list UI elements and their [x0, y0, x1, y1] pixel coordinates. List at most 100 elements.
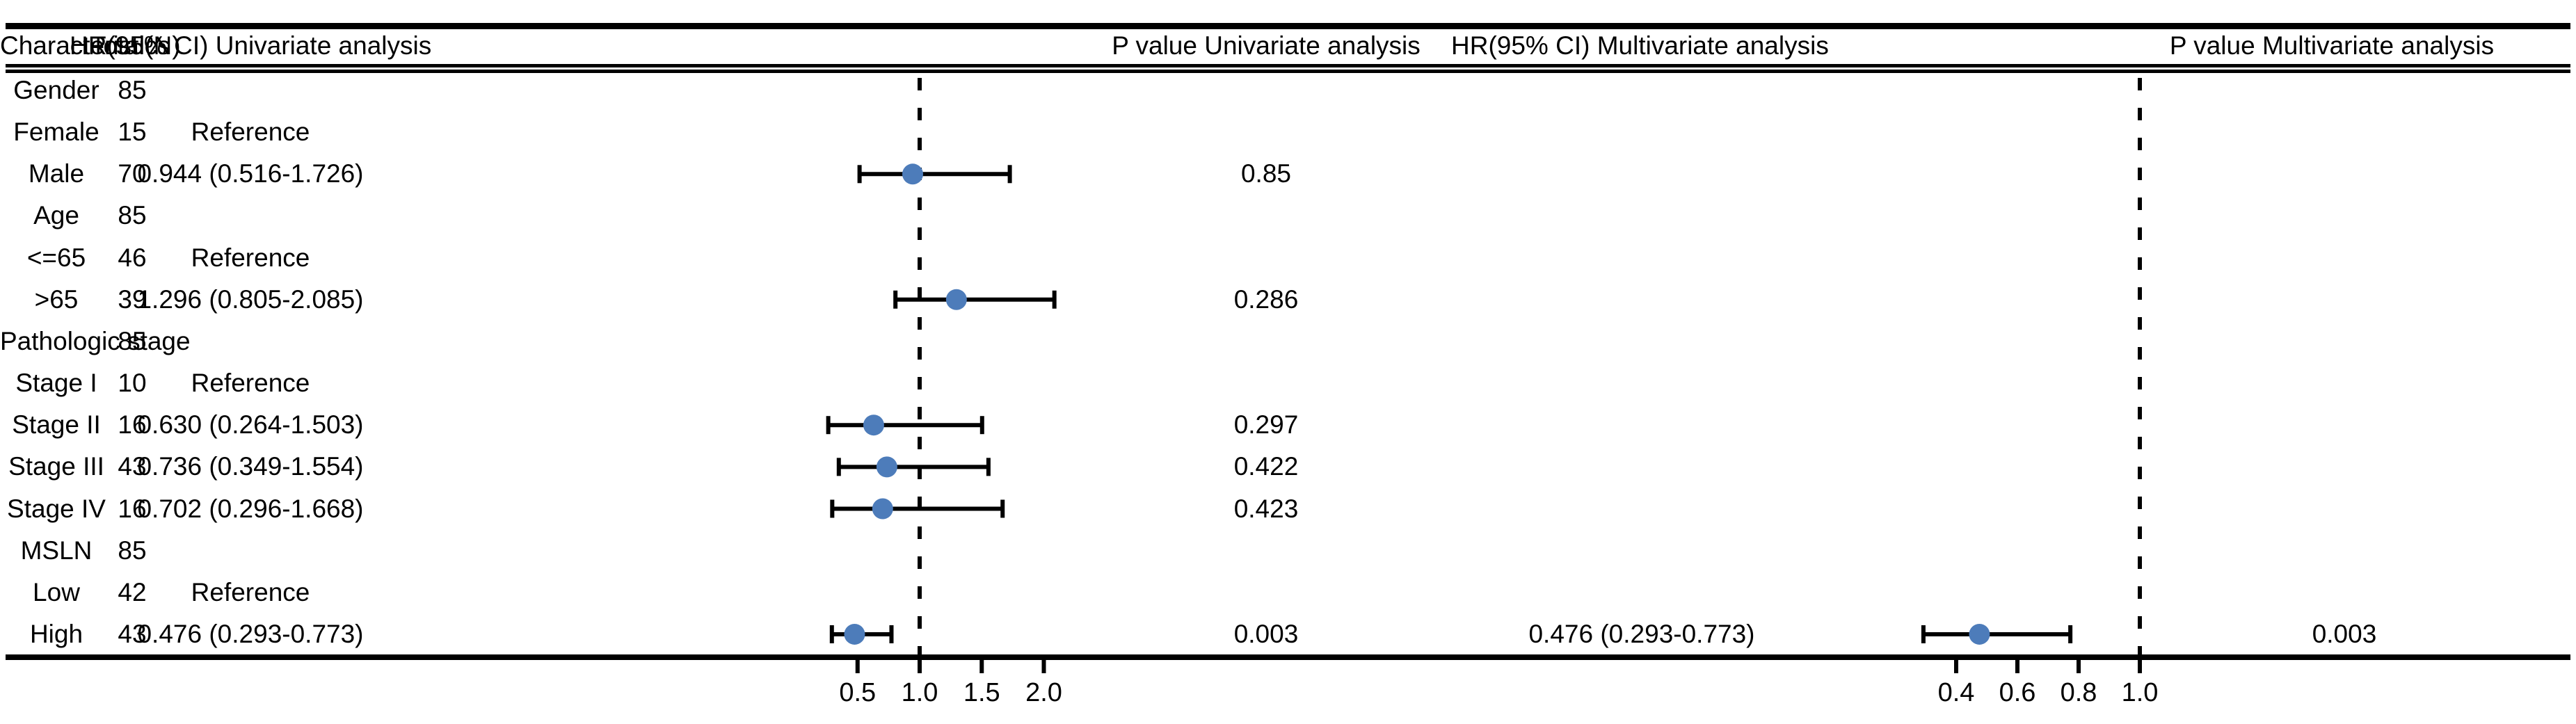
- hr-point-marker-uni: [872, 498, 893, 520]
- row-p-univariate: 0.422: [1233, 452, 1299, 481]
- row-p-univariate: [1160, 195, 1372, 236]
- row-p-univariate: [1160, 111, 1372, 153]
- row-p-univariate: [1160, 362, 1372, 404]
- hr-point-marker-uni: [844, 623, 865, 645]
- row-hr-multivariate-text: [1433, 404, 1850, 446]
- row-total-n: 85: [118, 326, 147, 355]
- row-characteristic-label: Age: [33, 201, 79, 230]
- row-hr-multivariate-text: [1433, 572, 1850, 613]
- row-characteristic-label: <=65: [26, 243, 86, 272]
- hr-point-marker-uni: [876, 456, 897, 478]
- row-p-multivariate: [2239, 572, 2450, 613]
- row-total-n: 16: [118, 494, 147, 523]
- axis-tick-label-multivariate: 0.4: [1938, 678, 1975, 707]
- column-header-p-univariate: P value Univariate analysis: [1112, 31, 1421, 60]
- column-header-p-multivariate: P value Multivariate analysis: [2169, 31, 2495, 60]
- row-hr-multivariate-text: [1433, 362, 1850, 404]
- table-row: <=65 46 Reference: [0, 237, 2576, 279]
- row-hr-univariate-text: [70, 195, 431, 236]
- column-header-hr-univariate: HR(95% CI) Univariate analysis: [70, 31, 432, 60]
- table-row: Male 70 0.944 (0.516-1.726) 0.85: [0, 153, 2576, 195]
- row-p-multivariate: [2239, 279, 2450, 321]
- row-p-multivariate: [2239, 237, 2450, 279]
- row-hr-univariate-text: Reference: [191, 118, 310, 147]
- row-characteristic-label: Stage II: [12, 410, 101, 440]
- axis-tick-label-univariate: 0.5: [839, 678, 876, 707]
- table-row: MSLN 85: [0, 530, 2576, 572]
- row-hr-univariate-text: 0.476 (0.293-0.773): [137, 619, 364, 648]
- table-row: >65 39 1.296 (0.805-2.085) 0.286: [0, 279, 2576, 321]
- row-total-n: 39: [118, 284, 147, 314]
- row-p-univariate: 0.85: [1240, 159, 1291, 188]
- axis-baseline-rule: [6, 654, 2570, 660]
- row-p-univariate: 0.003: [1233, 619, 1299, 648]
- row-p-univariate: 0.297: [1233, 410, 1299, 440]
- row-hr-univariate-text: 0.630 (0.264-1.503): [137, 410, 364, 440]
- table-row: Stage II 16 0.630 (0.264-1.503) 0.297: [0, 404, 2576, 446]
- row-hr-multivariate-text: [1433, 237, 1850, 279]
- row-total-n: 43: [118, 619, 147, 648]
- row-hr-multivariate-text: [1433, 70, 1850, 111]
- row-hr-multivariate-text: [1433, 279, 1850, 321]
- column-header-total: Total(N): [90, 31, 181, 60]
- row-total-n: 70: [118, 159, 147, 188]
- axis-tick-label-multivariate: 0.8: [2061, 678, 2097, 707]
- row-p-multivariate: [2239, 488, 2450, 530]
- row-characteristic-label: Stage I: [15, 369, 97, 398]
- row-hr-multivariate-text: [1433, 488, 1850, 530]
- row-hr-multivariate-text: [1433, 153, 1850, 195]
- table-row: Low 42 Reference: [0, 572, 2576, 613]
- row-p-univariate: 0.286: [1233, 284, 1299, 314]
- row-hr-univariate-text: [70, 530, 431, 572]
- row-total-n: 15: [118, 118, 147, 147]
- hr-point-marker-multi: [1969, 623, 1990, 645]
- axis-tick-label-multivariate: 0.6: [1999, 678, 2036, 707]
- header-rule-upper: [6, 64, 2570, 67]
- row-p-multivariate: 0.003: [2312, 619, 2377, 648]
- header-rule-lower: [6, 70, 2570, 73]
- row-p-multivariate: [2239, 404, 2450, 446]
- row-hr-univariate-text: Reference: [191, 577, 310, 606]
- row-p-multivariate: [2239, 446, 2450, 488]
- row-p-multivariate: [2239, 111, 2450, 153]
- row-hr-univariate-text: Reference: [191, 369, 310, 398]
- axis-tick-label-univariate: 2.0: [1025, 678, 1062, 707]
- row-hr-multivariate-text: 0.476 (0.293-0.773): [1528, 619, 1755, 648]
- row-hr-multivariate-text: [1433, 446, 1850, 488]
- table-top-rule: [6, 23, 2570, 29]
- row-characteristic-label: High: [29, 619, 83, 648]
- column-header-hr-multivariate: HR(95% CI) Multivariate analysis: [1451, 31, 1829, 60]
- axis-tick-label-univariate: 1.0: [902, 678, 938, 707]
- row-hr-multivariate-text: [1433, 195, 1850, 236]
- row-p-multivariate: [2239, 362, 2450, 404]
- table-row: Stage IV 16 0.702 (0.296-1.668) 0.423: [0, 488, 2576, 530]
- row-characteristic-label: MSLN: [20, 536, 93, 565]
- row-hr-multivariate-text: [1433, 530, 1850, 572]
- row-characteristic-label: Low: [33, 577, 80, 606]
- table-row: High 43 0.476 (0.293-0.773) 0.003 0.476 …: [0, 613, 2576, 655]
- table-row: Pathologic stage 85: [0, 321, 2576, 362]
- row-characteristic-label: >65: [34, 284, 79, 314]
- row-characteristic-label: Stage III: [8, 452, 104, 481]
- row-p-univariate: [1160, 530, 1372, 572]
- row-p-univariate: 0.423: [1233, 494, 1299, 523]
- row-characteristic-label: Male: [28, 159, 85, 188]
- axis-tick-label-univariate: 1.5: [963, 678, 1000, 707]
- row-hr-univariate-text: 1.296 (0.805-2.085): [137, 284, 364, 314]
- row-hr-univariate-text: [70, 70, 431, 111]
- row-hr-multivariate-text: [1433, 321, 1850, 362]
- row-characteristic-label: Stage IV: [7, 494, 106, 523]
- row-total-n: 85: [118, 76, 147, 104]
- row-p-univariate: [1160, 572, 1372, 613]
- table-row: Gender 85: [0, 70, 2576, 111]
- table-row: Female 15 Reference: [0, 111, 2576, 153]
- row-hr-univariate-text: 0.944 (0.516-1.726): [137, 159, 364, 188]
- hr-point-marker-uni: [863, 415, 884, 436]
- row-total-n: 43: [118, 452, 147, 481]
- row-hr-univariate-text: 0.702 (0.296-1.668): [137, 494, 364, 523]
- table-row: Stage I 10 Reference: [0, 362, 2576, 404]
- axis-tick-label-multivariate: 1.0: [2122, 678, 2159, 707]
